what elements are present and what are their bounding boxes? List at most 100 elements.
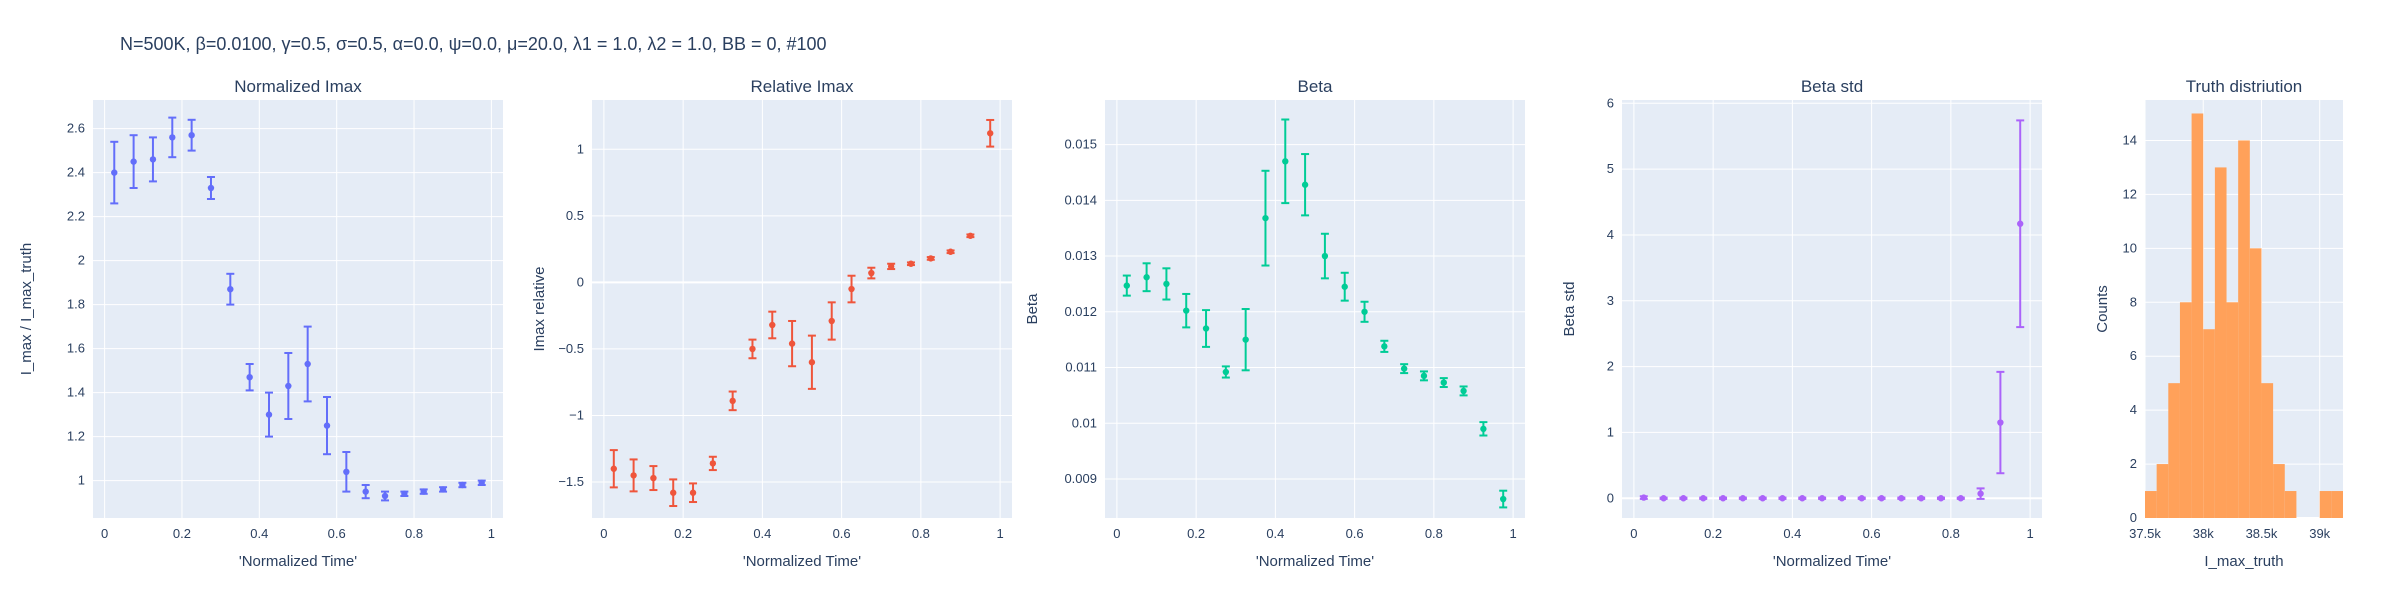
x-tick-label: 0.8 — [1425, 526, 1443, 541]
x-tick-label: 0 — [600, 526, 607, 541]
y-tick-label: 1.6 — [67, 341, 85, 356]
x-tick-label: 0.6 — [328, 526, 346, 541]
x-tick-label: 0.2 — [1187, 526, 1205, 541]
histogram-bar — [2273, 464, 2285, 518]
x-tick-label: 0 — [1630, 526, 1637, 541]
histogram-bar — [2319, 491, 2332, 518]
y-tick-label: 2 — [2130, 456, 2137, 471]
figure-title: N=500K, β=0.0100, γ=0.5, σ=0.5, α=0.0, ψ… — [120, 34, 827, 54]
data-point — [1898, 495, 1905, 502]
data-point — [459, 481, 466, 489]
data-point — [1282, 158, 1289, 165]
x-tick-label: 0.4 — [753, 526, 771, 541]
y-tick-label: 10 — [2123, 240, 2137, 255]
data-point — [1262, 214, 1269, 222]
y-tick-label: 6 — [2130, 348, 2137, 363]
subplot-title: Beta — [1298, 77, 1334, 96]
histogram-bar — [2203, 329, 2215, 518]
subplots: 0 0.2 0.4 0.6 0.8 1 1 1.2 1.4 1.6 1.8 2 2.2 2.4 2.6 Nor… — [18, 77, 2343, 570]
y-tick-label: 0.5 — [566, 208, 584, 223]
histogram-bar — [2331, 491, 2343, 518]
y-tick-label: −1.5 — [558, 474, 584, 489]
data-point — [1878, 495, 1885, 502]
subplot-2: 0 0.2 0.4 0.6 0.8 1 −1.5 −1 −0.5 0 0.5 1 Relative Im… — [531, 77, 1012, 570]
data-point — [246, 374, 253, 381]
subplot-5: 37.5k 38k 38.5k 39k 0 2 4 6 8 10 12 14 Truth distriu… — [2094, 77, 2343, 570]
data-point — [887, 263, 895, 270]
x-tick-label: 0.8 — [912, 526, 930, 541]
y-tick-label: 2 — [78, 253, 85, 268]
data-point — [1242, 336, 1249, 343]
data-points — [1122, 118, 1508, 509]
y-tick-label: 0 — [1607, 490, 1614, 505]
data-point — [1660, 495, 1667, 502]
data-point — [630, 472, 637, 479]
data-point — [1460, 387, 1467, 395]
subplot-4: 0 0.2 0.4 0.6 0.8 1 0 1 2 3 4 5 6 Beta std 'Normalized… — [1561, 77, 2042, 570]
y-tick-label: 8 — [2130, 294, 2137, 309]
y-tick-label: 0.011 — [1065, 360, 1097, 375]
y-axis-label: Beta std — [1561, 281, 1578, 336]
x-tick-label: 39k — [2309, 526, 2330, 541]
plot-area — [1105, 100, 1525, 518]
data-point — [362, 488, 369, 495]
data-point — [868, 269, 875, 277]
data-point — [1222, 368, 1230, 376]
data-point — [227, 286, 234, 293]
subplot-1: 0 0.2 0.4 0.6 0.8 1 1 1.2 1.4 1.6 1.8 2 2.2 2.4 2.6 Nor… — [18, 77, 503, 570]
x-tick-label: 0.6 — [833, 526, 851, 541]
data-point — [729, 397, 736, 405]
x-tick-label: 0.6 — [1346, 526, 1364, 541]
data-point — [1341, 283, 1348, 290]
x-tick-label: 0.4 — [1783, 526, 1801, 541]
data-point — [927, 255, 934, 262]
subplot-3: 0 0.2 0.4 0.6 0.8 1 0.009 0.01 0.011 0.012 0.013 0.… — [1024, 77, 1525, 570]
data-point — [1500, 495, 1507, 503]
data-point — [169, 134, 176, 141]
y-tick-label: 4 — [2130, 402, 2137, 417]
y-tick-label: 12 — [2123, 186, 2137, 201]
data-point — [1301, 181, 1309, 188]
x-tick-label: 37.5k — [2129, 526, 2161, 541]
data-point — [1440, 379, 1447, 386]
data-point — [1123, 282, 1130, 289]
plot-area — [93, 100, 503, 518]
data-point — [1183, 307, 1190, 314]
x-tick-label: 0.4 — [250, 526, 268, 541]
y-tick-label: 0 — [2130, 510, 2137, 525]
y-tick-label: 1.4 — [67, 385, 85, 400]
y-tick-label: 0.012 — [1064, 304, 1097, 319]
data-point — [987, 130, 994, 137]
y-axis-label: I_max / I_max_truth — [18, 243, 35, 376]
data-point — [323, 422, 331, 429]
x-tick-label: 0.2 — [1704, 526, 1722, 541]
histogram-bar — [2284, 491, 2297, 518]
y-tick-label: 2.4 — [67, 165, 85, 180]
x-axis-label: I_max_truth — [2204, 553, 2283, 570]
data-point — [207, 184, 215, 192]
data-point — [610, 465, 617, 472]
histogram-bar — [2156, 464, 2169, 518]
data-point — [1997, 419, 2004, 426]
data-point — [1799, 495, 1806, 502]
data-point — [149, 156, 157, 163]
x-tick-label: 1 — [2026, 526, 2033, 541]
data-point — [1779, 495, 1786, 502]
data-point — [788, 340, 796, 347]
data-point — [650, 474, 657, 482]
y-tick-label: 0.013 — [1064, 248, 1097, 263]
data-point — [1480, 425, 1487, 433]
histogram-bar — [2168, 383, 2180, 518]
y-tick-label: 2.6 — [67, 121, 85, 136]
x-axis-label: 'Normalized Time' — [1256, 553, 1374, 570]
data-point — [1700, 495, 1707, 502]
data-point — [1202, 325, 1210, 332]
data-point — [848, 285, 855, 293]
data-point — [1163, 280, 1170, 288]
x-tick-label: 0.8 — [405, 526, 423, 541]
histogram-bar — [2238, 140, 2250, 519]
x-tick-label: 0.8 — [1942, 526, 1960, 541]
data-point — [304, 360, 311, 368]
subplot-title: Truth distriution — [2186, 77, 2303, 96]
